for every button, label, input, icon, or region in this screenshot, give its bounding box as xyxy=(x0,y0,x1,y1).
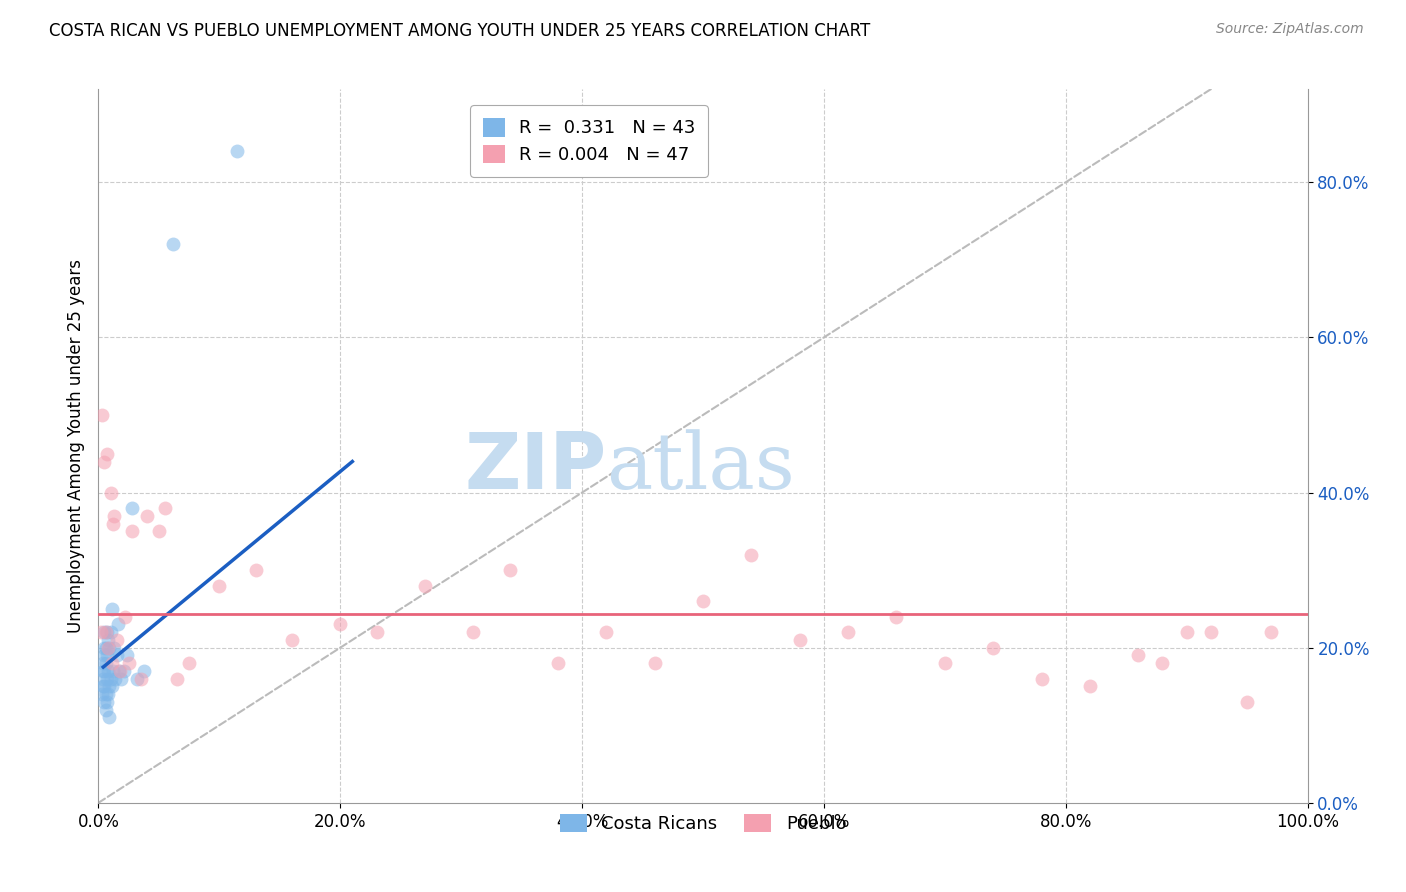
Point xyxy=(103,640,125,655)
Point xyxy=(100,672,122,686)
Point xyxy=(162,237,184,252)
Point xyxy=(110,672,132,686)
Point xyxy=(1031,672,1053,686)
Point xyxy=(463,625,485,640)
Point xyxy=(91,664,114,678)
Point xyxy=(1199,625,1222,640)
Point xyxy=(413,579,436,593)
Point xyxy=(595,625,617,640)
Point xyxy=(93,680,115,694)
Point xyxy=(108,664,131,678)
Point xyxy=(91,672,114,686)
Point xyxy=(94,656,117,670)
Point xyxy=(135,508,157,523)
Point xyxy=(1152,656,1174,670)
Point xyxy=(129,672,152,686)
Point xyxy=(93,648,115,663)
Point xyxy=(91,656,114,670)
Point xyxy=(118,656,141,670)
Point xyxy=(1236,695,1258,709)
Point xyxy=(281,632,304,647)
Point xyxy=(1078,680,1101,694)
Point xyxy=(179,656,201,670)
Point xyxy=(94,640,117,655)
Point xyxy=(94,703,117,717)
Point xyxy=(98,710,121,724)
Point xyxy=(740,548,762,562)
Point xyxy=(96,648,118,663)
Point xyxy=(226,145,249,159)
Point xyxy=(104,672,127,686)
Point xyxy=(100,602,122,616)
Point xyxy=(101,664,124,678)
Text: COSTA RICAN VS PUEBLO UNEMPLOYMENT AMONG YOUTH UNDER 25 YEARS CORRELATION CHART: COSTA RICAN VS PUEBLO UNEMPLOYMENT AMONG… xyxy=(49,22,870,40)
Point xyxy=(108,664,131,678)
Point xyxy=(100,656,122,670)
Point xyxy=(94,625,117,640)
Point xyxy=(105,648,128,663)
Point xyxy=(93,640,115,655)
Point xyxy=(91,680,114,694)
Point xyxy=(100,680,122,694)
Point xyxy=(134,664,156,678)
Point xyxy=(97,664,120,678)
Point xyxy=(114,609,136,624)
Point xyxy=(97,632,120,647)
Point xyxy=(97,687,120,701)
Point xyxy=(1175,625,1198,640)
Point xyxy=(96,447,118,461)
Point xyxy=(1260,625,1282,640)
Text: Source: ZipAtlas.com: Source: ZipAtlas.com xyxy=(1216,22,1364,37)
Point xyxy=(547,656,569,670)
Point xyxy=(934,656,956,670)
Text: ZIP: ZIP xyxy=(464,429,606,506)
Point xyxy=(366,625,388,640)
Point xyxy=(981,640,1004,655)
Point xyxy=(789,632,811,647)
Point xyxy=(91,408,114,422)
Point xyxy=(121,524,143,539)
Text: atlas: atlas xyxy=(606,430,794,505)
Point xyxy=(97,640,120,655)
Point xyxy=(107,617,129,632)
Point xyxy=(1128,648,1150,663)
Point xyxy=(90,625,112,640)
Point xyxy=(121,501,143,516)
Point xyxy=(105,632,128,647)
Point xyxy=(96,695,118,709)
Point xyxy=(93,625,115,640)
Point xyxy=(93,664,115,678)
Point xyxy=(245,563,267,577)
Point xyxy=(98,640,121,655)
Point xyxy=(886,609,908,624)
Point xyxy=(692,594,714,608)
Point xyxy=(98,680,121,694)
Point xyxy=(153,501,176,516)
Y-axis label: Unemployment Among Youth under 25 years: Unemployment Among Youth under 25 years xyxy=(66,259,84,633)
Point xyxy=(93,695,115,709)
Point xyxy=(100,625,122,640)
Point xyxy=(91,687,114,701)
Point xyxy=(96,625,118,640)
Point xyxy=(93,454,115,468)
Point xyxy=(94,687,117,701)
Point xyxy=(117,648,139,663)
Point xyxy=(127,672,149,686)
Point xyxy=(166,672,188,686)
Point xyxy=(112,664,135,678)
Point xyxy=(837,625,859,640)
Point xyxy=(148,524,170,539)
Legend: Costa Ricans, Pueblo: Costa Ricans, Pueblo xyxy=(553,806,853,840)
Point xyxy=(498,563,520,577)
Point xyxy=(96,672,118,686)
Point xyxy=(103,508,125,523)
Point xyxy=(208,579,231,593)
Point xyxy=(644,656,666,670)
Point xyxy=(100,485,122,500)
Point xyxy=(101,516,124,531)
Point xyxy=(329,617,352,632)
